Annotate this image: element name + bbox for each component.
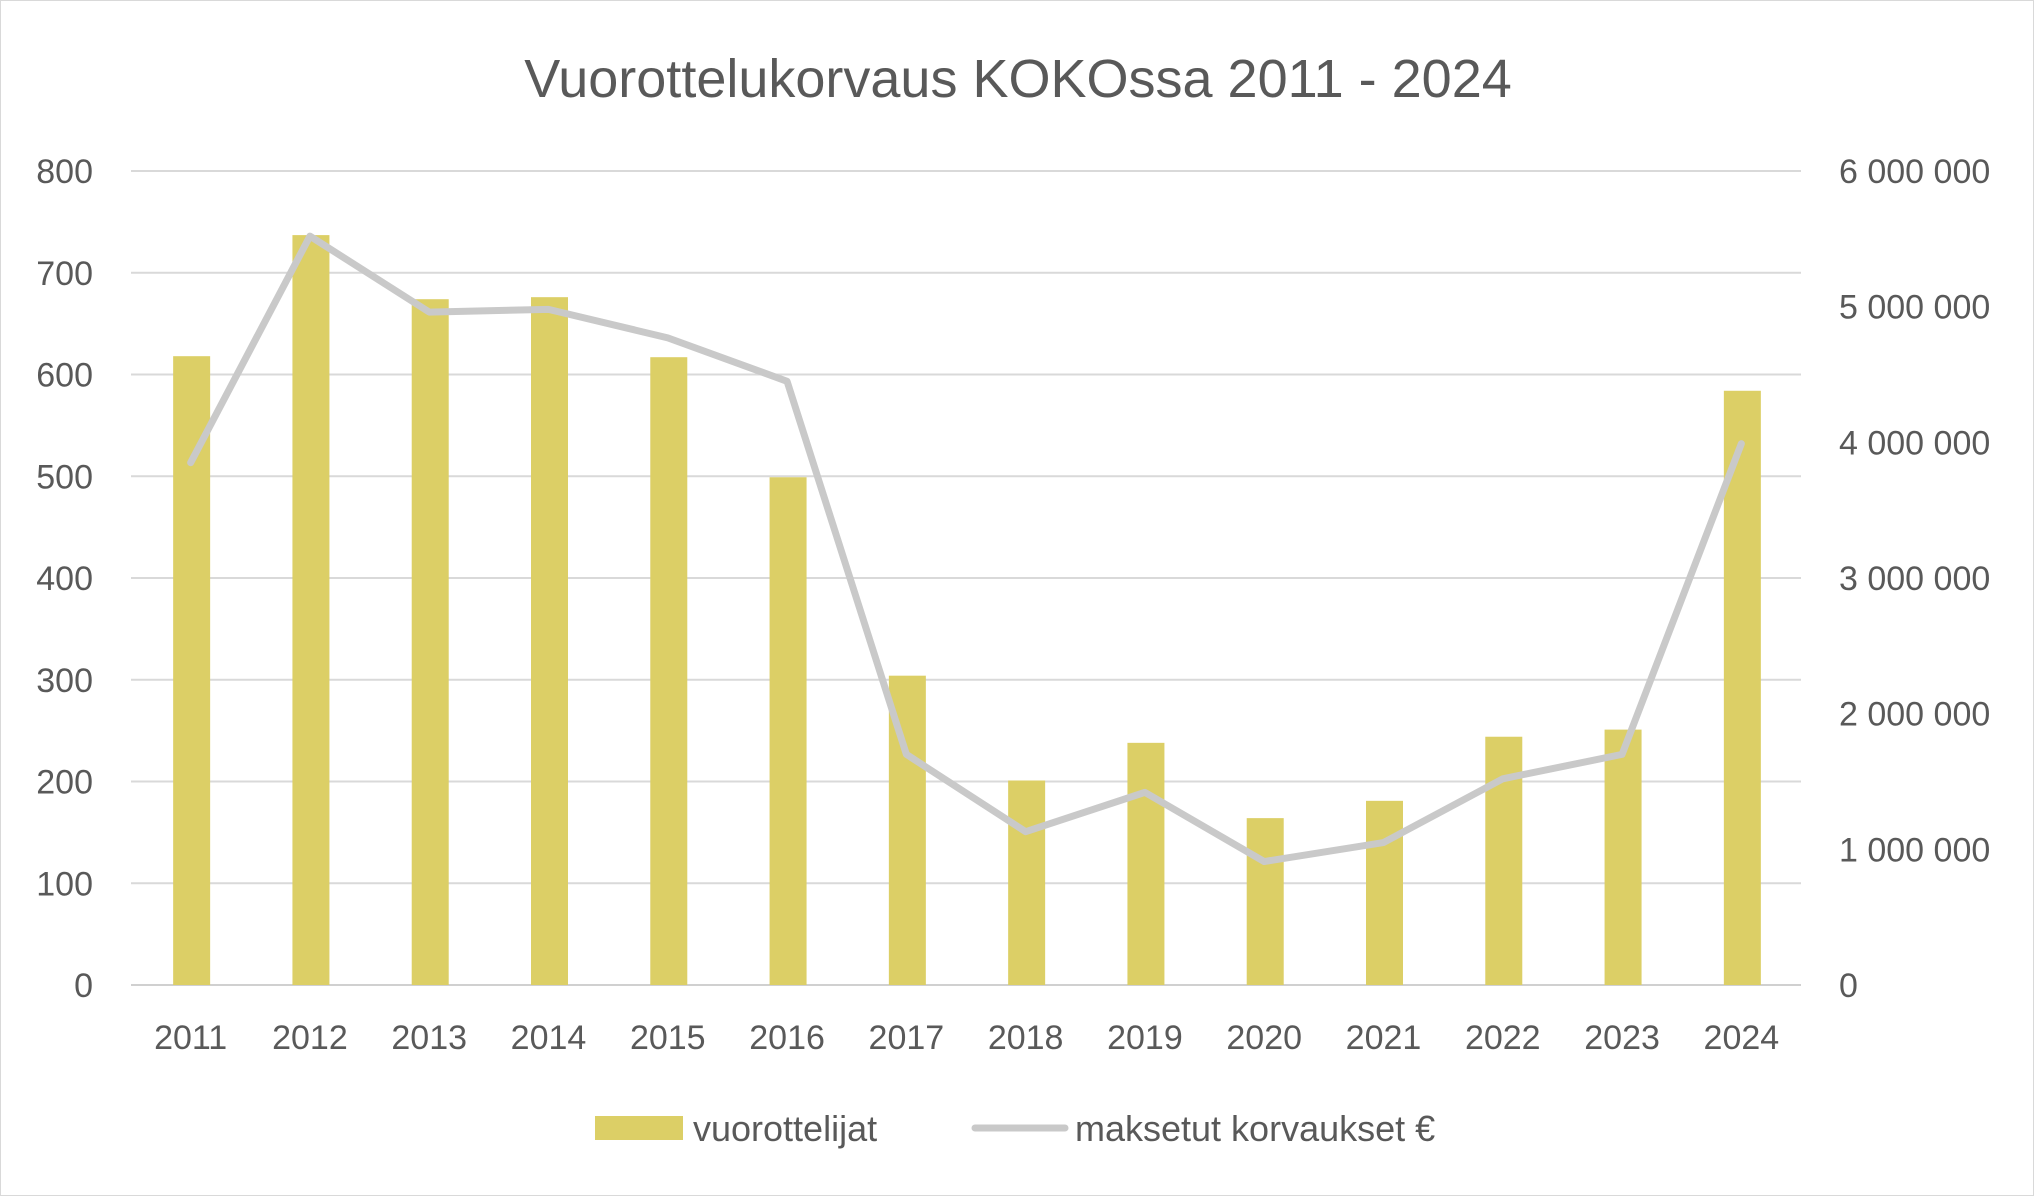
x-tick-label: 2016: [749, 1019, 825, 1057]
x-tick-label: 2021: [1346, 1019, 1422, 1057]
legend-swatch-bars: [595, 1116, 683, 1140]
line-point: [1383, 842, 1384, 844]
line-point: [905, 753, 907, 755]
x-tick-label: 2012: [272, 1019, 348, 1057]
left-tick-label: 800: [36, 153, 93, 191]
bar: [1246, 818, 1284, 985]
x-tick-label: 2017: [869, 1019, 945, 1057]
legend-label-line: maksetut korvaukset €: [1075, 1108, 1435, 1149]
x-tick-label: 2014: [511, 1019, 587, 1057]
bar: [1604, 729, 1642, 985]
right-tick-label: 4 000 000: [1839, 424, 1990, 462]
left-tick-label: 0: [74, 967, 93, 1005]
bar: [411, 299, 449, 986]
bar: [1723, 390, 1761, 985]
x-tick-label: 2023: [1584, 1019, 1660, 1057]
right-tick-label: 0: [1839, 967, 1858, 1005]
x-tick-label: 2015: [630, 1019, 706, 1057]
bar: [769, 477, 807, 985]
line-point: [1502, 778, 1504, 780]
x-tick-label: 2024: [1704, 1019, 1780, 1057]
x-tick-label: 2013: [391, 1019, 467, 1057]
line-series: [187, 232, 1745, 866]
right-tick-label: 6 000 000: [1839, 153, 1990, 191]
left-tick-label: 200: [36, 764, 93, 802]
line-point: [190, 462, 192, 464]
line-point: [1740, 443, 1742, 445]
bar: [1127, 742, 1165, 985]
left-tick-label: 300: [36, 662, 93, 700]
line-point: [548, 308, 549, 310]
line-point: [428, 311, 430, 313]
x-axis-ticks: 2011 2012 2013 2014 2015 2016 2017 2018 2019 2020…: [154, 1019, 1779, 1057]
line-point: [1263, 861, 1265, 863]
right-tick-label: 3 000 000: [1839, 560, 1990, 598]
bar: [531, 297, 568, 985]
left-axis-ticks: 0 100 200 300 400 500 600 700 800: [36, 153, 93, 1005]
bar-series: [173, 235, 1761, 986]
left-tick-label: 400: [36, 560, 93, 598]
line-point: [786, 380, 788, 382]
x-tick-label: 2011: [154, 1019, 227, 1057]
line-point: [1621, 753, 1623, 755]
bar: [292, 235, 330, 986]
left-tick-label: 500: [36, 458, 93, 496]
right-tick-label: 2 000 000: [1839, 696, 1990, 734]
right-tick-label: 5 000 000: [1839, 289, 1990, 327]
left-tick-label: 100: [36, 865, 93, 903]
right-axis-ticks: 0 1 000 000 2 000 000 3 000 000 4 000 000 5 0…: [1839, 153, 1990, 1005]
gridlines: [131, 170, 1801, 986]
line-point: [1144, 791, 1146, 793]
line-point: [1025, 831, 1027, 833]
bar: [173, 356, 211, 985]
bar: [1366, 800, 1403, 985]
line-path: [187, 232, 1745, 866]
x-tick-label: 2022: [1465, 1019, 1541, 1057]
line-point: [309, 235, 311, 237]
right-tick-label: 1 000 000: [1839, 831, 1990, 869]
bar: [650, 357, 688, 985]
x-tick-label: 2018: [988, 1019, 1064, 1057]
chart-title: Vuorottelukorvaus KOKOssa 2011 - 2024: [524, 49, 1512, 109]
legend-label-bars: vuorottelijat: [693, 1108, 877, 1149]
bar: [1008, 780, 1046, 985]
left-tick-label: 600: [36, 357, 93, 395]
x-tick-label: 2019: [1107, 1019, 1183, 1057]
x-tick-label: 2020: [1226, 1019, 1302, 1057]
legend: vuorottelijat maksetut korvaukset €: [595, 1108, 1435, 1149]
left-tick-label: 700: [36, 255, 93, 293]
line-point: [667, 337, 669, 339]
